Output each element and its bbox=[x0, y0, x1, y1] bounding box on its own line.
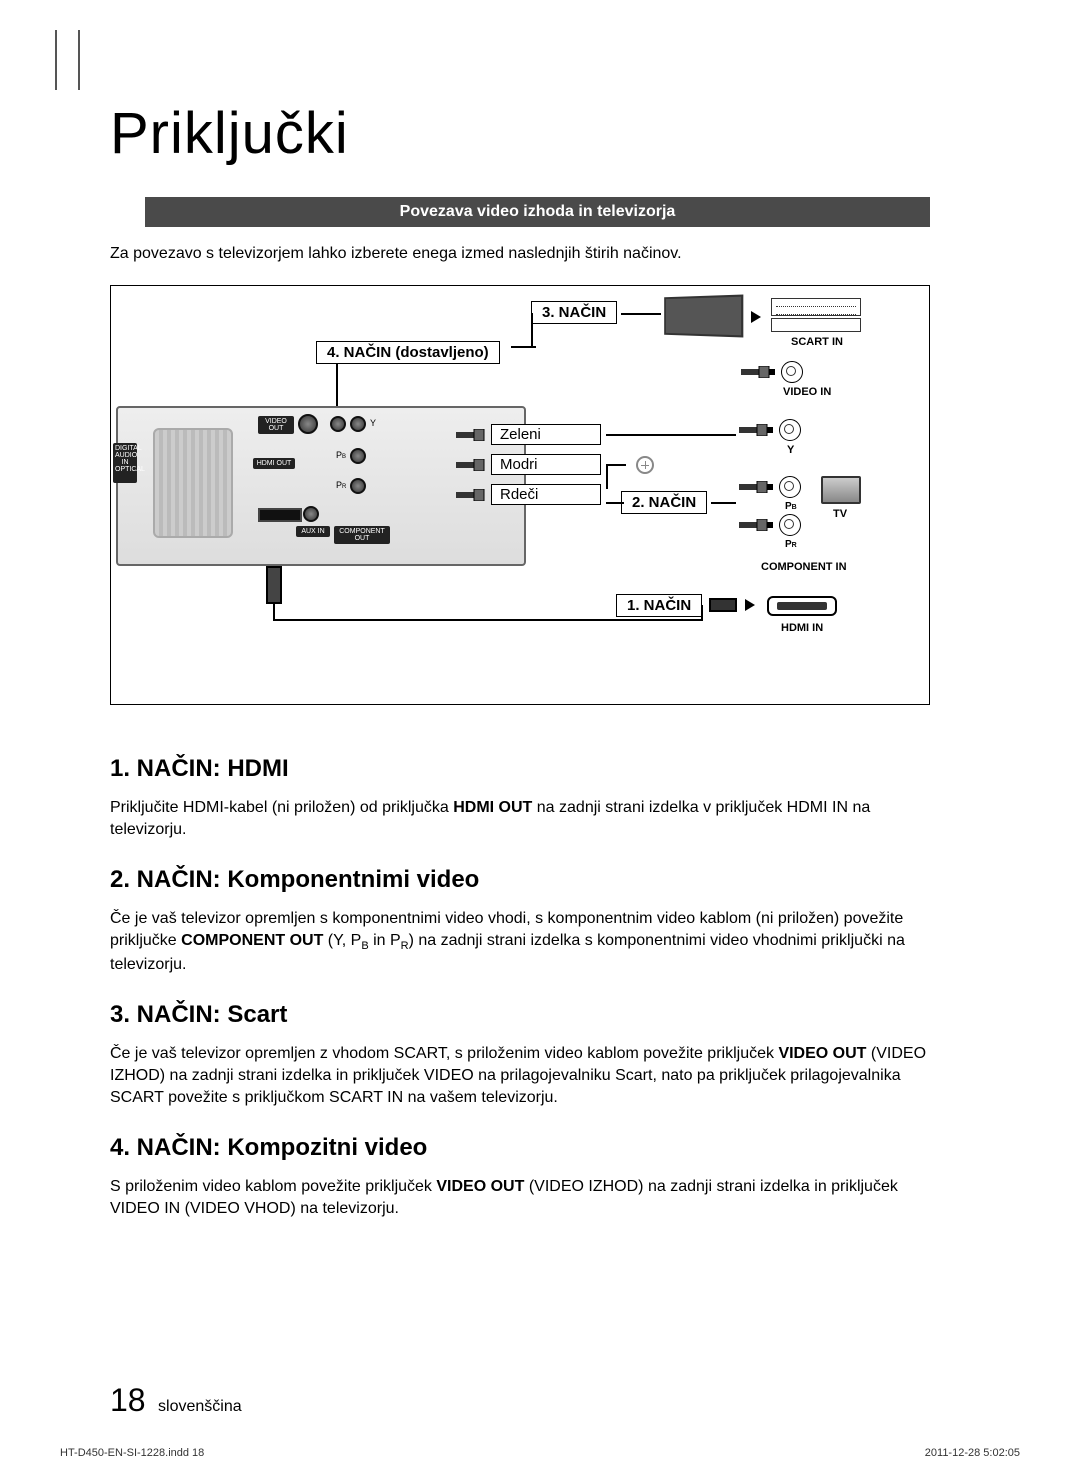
label-pr-small: PR bbox=[336, 480, 346, 490]
plug-icon bbox=[739, 424, 773, 436]
hdmi-out-port bbox=[258, 508, 302, 522]
label-method2: 2. NAČIN bbox=[621, 491, 707, 514]
label-red: Rdeči bbox=[491, 484, 601, 505]
label-digital-audio: DIGITAL AUDIO IN OPTICAL bbox=[113, 443, 137, 483]
method-4-body: S priloženim video kablom povežite prikl… bbox=[110, 1176, 930, 1219]
y-out-port bbox=[330, 416, 346, 432]
label-y: Y bbox=[787, 444, 794, 456]
arrow-icon bbox=[745, 599, 755, 611]
method-2-body: Če je vaš televizor opremljen s komponen… bbox=[110, 908, 930, 975]
label-green: Zeleni bbox=[491, 424, 601, 445]
pb-in-port bbox=[779, 476, 801, 498]
hdmi-cable-plug-icon bbox=[266, 566, 282, 604]
label-hdmi-in: HDMI IN bbox=[781, 622, 823, 634]
plug-icon bbox=[739, 519, 773, 531]
plug-icon bbox=[456, 489, 490, 501]
device-vent bbox=[153, 428, 233, 538]
diagram-line bbox=[606, 434, 736, 436]
label-method4: 4. NAČIN (dostavljeno) bbox=[316, 341, 500, 364]
label-method1: 1. NAČIN bbox=[616, 594, 702, 617]
aux-in-port bbox=[303, 506, 319, 522]
diagram-line bbox=[606, 502, 624, 504]
hdmi-in-port bbox=[767, 596, 837, 616]
diagram-line bbox=[621, 313, 661, 315]
page-crop-mark bbox=[55, 30, 80, 90]
screw-icon bbox=[636, 456, 654, 474]
diagram-line bbox=[701, 605, 703, 621]
page-number: 18 bbox=[110, 1382, 146, 1418]
method-1-body: Priključite HDMI-kabel (ni priložen) od … bbox=[110, 797, 930, 840]
pb-out-port bbox=[350, 448, 366, 464]
label-hdmi-out: HDMI OUT bbox=[253, 458, 295, 469]
diagram-line bbox=[711, 502, 736, 504]
label-component-in: COMPONENT IN bbox=[761, 561, 847, 573]
footer-timestamp: 2011-12-28 5:02:05 bbox=[925, 1447, 1020, 1459]
diagram-line bbox=[511, 346, 536, 348]
diagram-line bbox=[606, 464, 626, 466]
page-content: Priključki Povezava video izhoda in tele… bbox=[110, 100, 930, 1219]
page-footer-number: 18 slovenščina bbox=[110, 1382, 242, 1419]
method-1-section: 1. NAČIN: HDMI Priključite HDMI-kabel (n… bbox=[110, 755, 930, 840]
scart-in-slot2 bbox=[771, 318, 861, 332]
diagram-line bbox=[273, 604, 275, 619]
scart-in-slot bbox=[771, 298, 861, 316]
y-in-port bbox=[779, 419, 801, 441]
plug-icon bbox=[739, 481, 773, 493]
plug-icon bbox=[456, 459, 490, 471]
label-scart-in: SCART IN bbox=[791, 336, 843, 348]
connection-diagram: 3. NAČIN 4. NAČIN (dostavljeno) SCART IN… bbox=[110, 285, 930, 705]
plug-icon bbox=[741, 366, 775, 378]
method-3-title: 3. NAČIN: Scart bbox=[110, 1001, 930, 1029]
y-out-port2 bbox=[350, 416, 366, 432]
diagram-line bbox=[336, 364, 338, 409]
method-3-body: Če je vaš televizor opremljen z vhodom S… bbox=[110, 1043, 930, 1108]
hdmi-plug-icon bbox=[709, 598, 737, 612]
label-method3: 3. NAČIN bbox=[531, 301, 617, 324]
label-blue: Modri bbox=[491, 454, 601, 475]
page-title: Priključki bbox=[110, 100, 930, 167]
label-tv: TV bbox=[833, 508, 847, 520]
method-2-section: 2. NAČIN: Komponentnimi video Če je vaš … bbox=[110, 866, 930, 975]
label-video-in: VIDEO IN bbox=[783, 386, 831, 398]
label-pr: PR bbox=[785, 539, 797, 550]
intro-text: Za povezavo s televizorjem lahko izberet… bbox=[110, 245, 930, 263]
language-label: slovenščina bbox=[158, 1398, 242, 1415]
section-header: Povezava video izhoda in televizorja bbox=[145, 197, 930, 227]
pr-in-port bbox=[779, 514, 801, 536]
plug-icon bbox=[456, 429, 490, 441]
tv-icon bbox=[821, 476, 861, 504]
label-y-small: Y bbox=[370, 418, 376, 428]
label-pb: PB bbox=[785, 501, 797, 512]
label-video-out: VIDEO OUT bbox=[258, 416, 294, 434]
label-component-out: COMPONENT OUT bbox=[334, 526, 390, 544]
pr-out-port bbox=[350, 478, 366, 494]
diagram-line bbox=[531, 313, 533, 346]
label-pb-small: PB bbox=[336, 450, 346, 460]
footer-file-info: HT-D450-EN-SI-1228.indd 18 bbox=[60, 1447, 204, 1459]
arrow-icon bbox=[751, 311, 761, 323]
method-1-title: 1. NAČIN: HDMI bbox=[110, 755, 930, 783]
method-2-title: 2. NAČIN: Komponentnimi video bbox=[110, 866, 930, 894]
video-in-port bbox=[781, 361, 803, 383]
label-aux-in: AUX IN bbox=[296, 526, 330, 537]
method-3-section: 3. NAČIN: Scart Če je vaš televizor opre… bbox=[110, 1001, 930, 1108]
method-4-title: 4. NAČIN: Kompozitni video bbox=[110, 1134, 930, 1162]
scart-connector-icon bbox=[664, 295, 743, 338]
method-4-section: 4. NAČIN: Kompozitni video S priloženim … bbox=[110, 1134, 930, 1219]
diagram-line bbox=[606, 464, 608, 489]
video-out-port bbox=[298, 414, 318, 434]
diagram-line bbox=[273, 619, 703, 621]
